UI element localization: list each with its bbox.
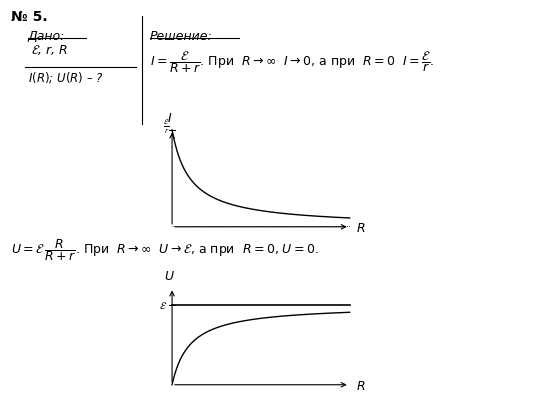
Text: I: I xyxy=(168,112,171,125)
Text: Решение:: Решение: xyxy=(150,30,213,43)
Text: $\mathcal{E}$: $\mathcal{E}$ xyxy=(159,300,168,311)
Text: $I = \dfrac{\mathcal{E}}{R+r}$. При  $R \to \infty$  $I \to 0$, а при  $R = 0$  : $I = \dfrac{\mathcal{E}}{R+r}$. При $R \… xyxy=(150,49,434,75)
Text: U: U xyxy=(165,270,174,283)
Text: $\frac{\mathcal{E}}{r}$: $\frac{\mathcal{E}}{r}$ xyxy=(163,119,169,136)
Text: $U = \mathcal{E}\,\dfrac{R}{R+r}$. При  $R \to \infty$  $U \to \mathcal{E}$, а п: $U = \mathcal{E}\,\dfrac{R}{R+r}$. При $… xyxy=(11,237,319,263)
Text: R: R xyxy=(356,222,365,235)
Text: $I(R)$; $U(R)$ – ?: $I(R)$; $U(R)$ – ? xyxy=(28,70,104,85)
Text: $\mathcal{E}$, $r$, $R$: $\mathcal{E}$, $r$, $R$ xyxy=(31,43,68,57)
Text: № 5.: № 5. xyxy=(11,10,48,24)
Text: R: R xyxy=(356,380,365,393)
Text: Дано:: Дано: xyxy=(28,30,65,43)
